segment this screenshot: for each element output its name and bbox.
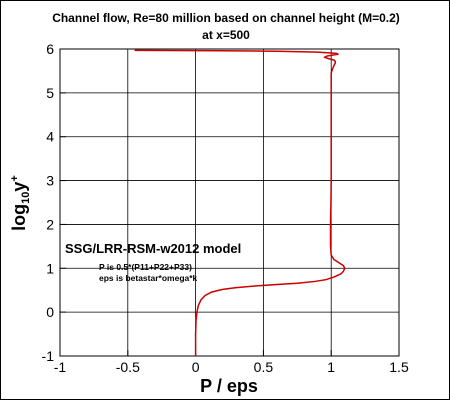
y-tick-label: 1 (46, 260, 54, 276)
y-tick-label: 4 (46, 129, 54, 145)
annotation-model: SSG/LRR-RSM-w2012 model (65, 241, 241, 256)
y-tick-label: 6 (46, 41, 54, 57)
plot-area (59, 48, 400, 357)
y-tick-label: -1 (42, 348, 55, 364)
series-line (134, 49, 346, 356)
x-tick-label: -0.5 (116, 359, 140, 375)
grid (60, 49, 399, 356)
annotation-eps-definition: eps is betastar*omega*k (99, 273, 198, 283)
x-tick-label: -1 (54, 359, 67, 375)
x-axis-label: P / eps (200, 376, 258, 396)
x-tick-label: 0.5 (254, 359, 274, 375)
x-tick-label: 1 (327, 359, 335, 375)
y-axis-label-sup: + (9, 175, 21, 181)
y-axis-label-var: y (9, 182, 29, 192)
annotation-p-definition: P is 0.5*(P11+P22+P33) (99, 262, 192, 272)
ticks: -1 -0.5 0 0.5 1 1.5 -1 0 1 2 3 4 5 6 (42, 41, 409, 375)
series (134, 49, 346, 356)
y-tick-label: 2 (46, 216, 54, 232)
x-tick-label: 0 (192, 359, 200, 375)
y-axis-label: log10y+ (9, 175, 32, 231)
y-axis-label-base: log (9, 204, 29, 231)
y-axis-label-sub: 10 (20, 192, 32, 204)
y-tick-label: 3 (46, 173, 54, 189)
y-tick-label: 0 (46, 304, 54, 320)
y-tick-label: 5 (46, 85, 54, 101)
chart-title: Channel flow, Re=80 million based on cha… (52, 11, 400, 25)
x-tick-label: 1.5 (389, 359, 409, 375)
chart-subtitle: at x=500 (202, 28, 250, 42)
